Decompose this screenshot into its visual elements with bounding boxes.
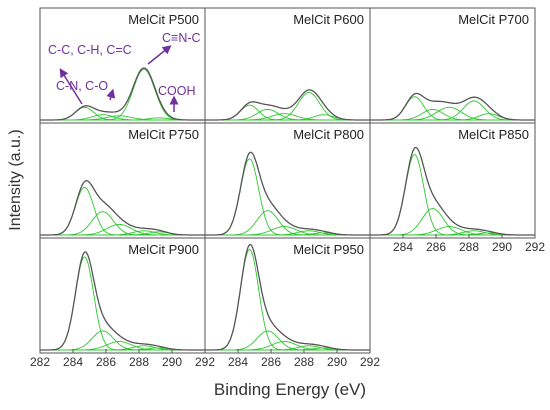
panel-title: MelCit P600 bbox=[293, 12, 364, 27]
envelope-curve bbox=[370, 146, 535, 236]
component-peak-2 bbox=[205, 210, 370, 236]
component-peak-1 bbox=[370, 96, 535, 121]
x-tick-label: 284 bbox=[63, 355, 83, 369]
x-tick-label: 286 bbox=[96, 355, 116, 369]
x-axis-label: Binding Energy (eV) bbox=[214, 380, 366, 399]
component-peak-1 bbox=[40, 256, 205, 351]
x-tick-label: 290 bbox=[327, 355, 347, 369]
x-tick-label: 284 bbox=[393, 240, 413, 254]
x-tick-label: 288 bbox=[294, 355, 314, 369]
panel-8: MelCit P950 bbox=[204, 237, 371, 354]
component-peak-1 bbox=[205, 158, 370, 236]
component-peak-3 bbox=[205, 341, 370, 351]
x-tick-label: 282 bbox=[30, 355, 50, 369]
panel-7: MelCit P900 bbox=[39, 237, 206, 354]
panel-1: MelCit P500 bbox=[39, 7, 206, 124]
component-peak-4 bbox=[205, 92, 370, 121]
panel-title: MelCit P700 bbox=[458, 12, 529, 27]
component-peak-1 bbox=[40, 186, 205, 236]
x-tick-label: 284 bbox=[228, 355, 248, 369]
x-tick-label: 292 bbox=[360, 355, 380, 369]
annotation-label: COOH bbox=[158, 84, 196, 98]
envelope-curve bbox=[40, 180, 205, 236]
component-peak-2 bbox=[40, 211, 205, 236]
annotation-arrow bbox=[59, 68, 83, 105]
envelope-curve bbox=[40, 251, 205, 351]
annotation-label: C-N, C-O bbox=[56, 79, 108, 93]
x-tick-label: 286 bbox=[261, 355, 281, 369]
annotation-arrow bbox=[106, 88, 116, 101]
panel-frame bbox=[204, 237, 371, 354]
x-tick-label: 288 bbox=[459, 240, 479, 254]
panel-title: MelCit P950 bbox=[293, 242, 364, 257]
panel-title: MelCit P750 bbox=[128, 127, 199, 142]
panel-frame bbox=[369, 122, 536, 239]
panel-5: MelCit P800 bbox=[204, 122, 371, 239]
annotation-arrow bbox=[147, 45, 172, 65]
envelope-curve bbox=[205, 89, 370, 121]
x-tick-label: 290 bbox=[162, 355, 182, 369]
x-tick-label: 292 bbox=[195, 355, 215, 369]
y-axis-label: Intensity (a.u.) bbox=[7, 129, 24, 230]
component-peak-1 bbox=[370, 154, 535, 236]
panel-3: MelCit P700 bbox=[369, 7, 536, 124]
x-tick-label: 286 bbox=[426, 240, 446, 254]
component-peak-3 bbox=[40, 341, 205, 351]
panel-title: MelCit P850 bbox=[458, 127, 529, 142]
panel-title: MelCit P800 bbox=[293, 127, 364, 142]
panel-4: MelCit P750 bbox=[39, 122, 206, 239]
panel-title: MelCit P500 bbox=[128, 12, 199, 27]
x-tick-label: 288 bbox=[129, 355, 149, 369]
annotation-label: C-C, C-H, C=C bbox=[48, 43, 132, 57]
component-peak-1 bbox=[205, 249, 370, 351]
x-tick-label: 292 bbox=[525, 240, 545, 254]
envelope-curve bbox=[205, 243, 370, 351]
panels: MelCit P500 MelCit P600 MelCit P700 MelCit … bbox=[30, 7, 545, 369]
envelope-curve bbox=[205, 151, 370, 236]
envelope-curve bbox=[370, 92, 535, 121]
panel-6: MelCit P850 bbox=[369, 122, 536, 239]
panel-2: MelCit P600 bbox=[204, 7, 371, 124]
envelope-curve bbox=[40, 67, 205, 121]
annotation-label: C≡N-C bbox=[162, 31, 201, 45]
x-tick-label: 290 bbox=[492, 240, 512, 254]
panel-title: MelCit P900 bbox=[128, 242, 199, 257]
